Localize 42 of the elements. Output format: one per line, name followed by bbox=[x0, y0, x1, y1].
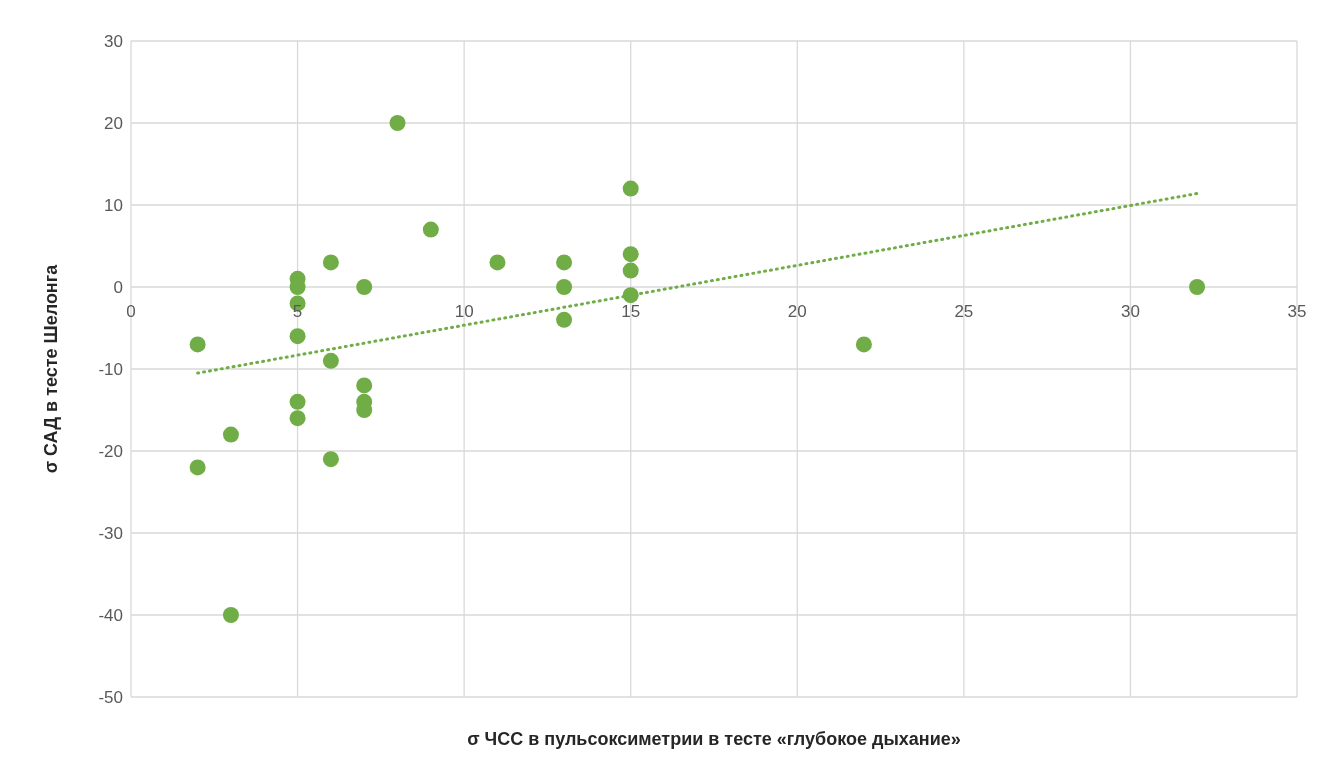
point bbox=[356, 377, 373, 394]
x-tick-label: 20 bbox=[787, 302, 807, 321]
point bbox=[622, 287, 639, 304]
point bbox=[622, 262, 639, 279]
point bbox=[289, 328, 306, 345]
x-tick-label: 10 bbox=[454, 302, 474, 321]
y-tick-label: 0 bbox=[113, 278, 123, 297]
point bbox=[222, 426, 239, 443]
x-tick-label: 25 bbox=[954, 302, 974, 321]
point bbox=[855, 336, 872, 353]
point bbox=[322, 254, 339, 271]
y-tick-label: 30 bbox=[104, 32, 123, 51]
point bbox=[356, 279, 373, 295]
point bbox=[622, 180, 639, 197]
y-tick-label: -20 bbox=[98, 442, 123, 461]
point bbox=[189, 459, 206, 476]
point bbox=[389, 115, 406, 131]
point bbox=[222, 607, 239, 623]
point bbox=[189, 336, 206, 353]
point bbox=[422, 221, 439, 238]
y-tick-label: -30 bbox=[98, 524, 123, 543]
point bbox=[622, 246, 639, 263]
point bbox=[489, 254, 506, 271]
y-tick-label: -40 bbox=[98, 606, 123, 625]
point bbox=[1189, 279, 1206, 295]
y-tick-label: -10 bbox=[98, 360, 123, 379]
point bbox=[556, 311, 573, 328]
point bbox=[289, 393, 306, 410]
y-tick-label: -50 bbox=[98, 688, 123, 707]
x-tick-label: 30 bbox=[1120, 302, 1140, 321]
y-tick-label: 10 bbox=[104, 196, 123, 215]
x-tick-label: 0 bbox=[126, 302, 136, 321]
x-tick-label: 35 bbox=[1287, 302, 1307, 321]
point bbox=[556, 254, 573, 271]
x-axis-title: σ ЧСС в пульсоксиметрии в тесте «глубокое дыхание» bbox=[467, 729, 961, 749]
y-tick-label: 20 bbox=[104, 114, 123, 133]
point bbox=[556, 279, 573, 295]
point bbox=[322, 352, 339, 369]
x-tick-label: 15 bbox=[621, 302, 641, 321]
y-axis-title: σ САД в тесте Шелонга bbox=[41, 263, 62, 474]
point bbox=[289, 410, 306, 427]
point bbox=[322, 451, 339, 468]
